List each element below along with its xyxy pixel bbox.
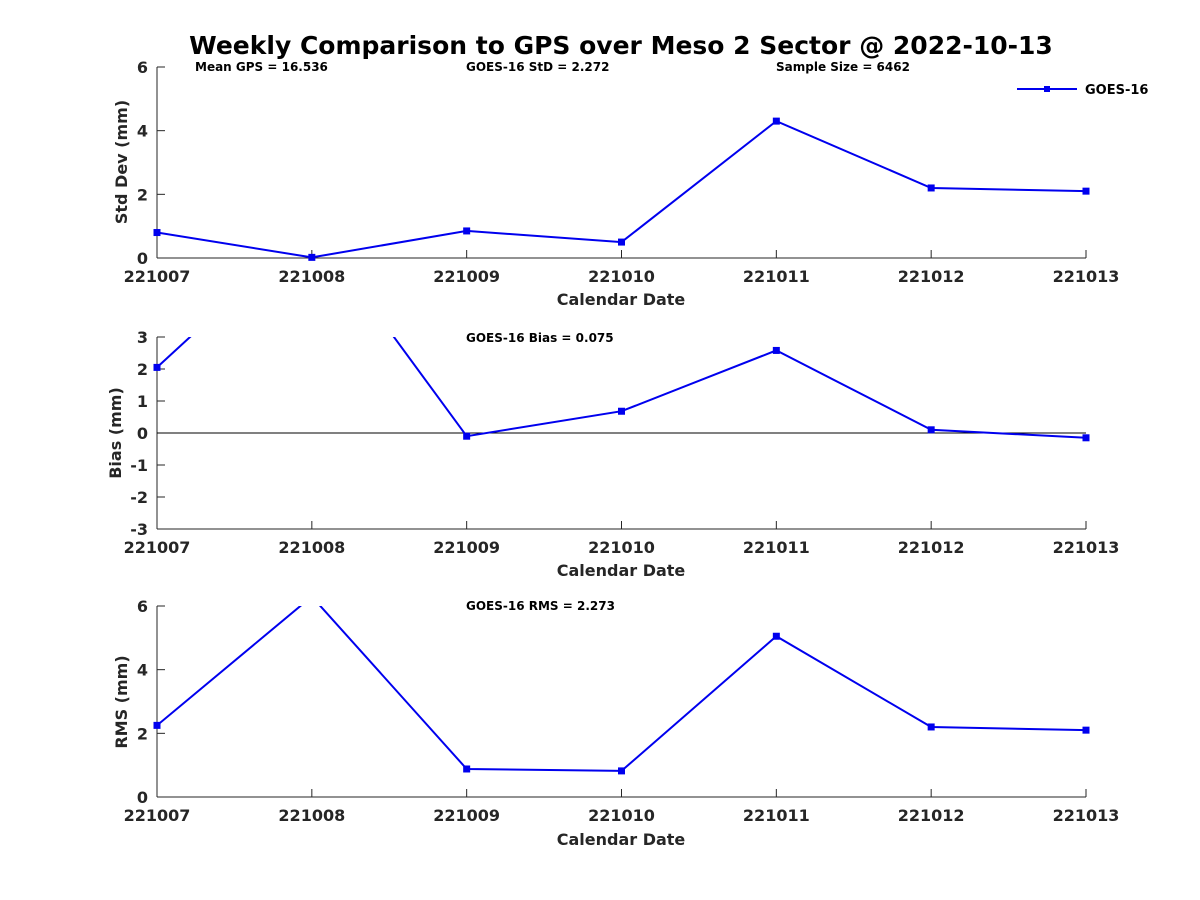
bias-xtick-label: 221008 <box>278 538 345 557</box>
bias-plot: -3 -2 -1 0 1 2 3 221007 221008 221009 221010 221011… <box>124 328 1120 557</box>
rms-panel: GOES-16 RMS = 2.273 Calendar Date RMS (m… <box>112 599 685 849</box>
rms-xlabel: Calendar Date <box>557 830 686 849</box>
bias-ytick-label: -3 <box>130 520 148 539</box>
std-xtick-label: 221011 <box>743 267 810 286</box>
bias-ytick-label: 0 <box>137 424 148 443</box>
rms-annotation: GOES-16 RMS = 2.273 <box>466 599 615 613</box>
bias-data-point <box>772 346 780 354</box>
std-data-point <box>308 253 316 261</box>
rms-ytick-label: 4 <box>137 661 148 680</box>
bias-xtick-label: 221011 <box>743 538 810 557</box>
std-data-point <box>153 229 161 237</box>
rms-data-point <box>772 632 780 640</box>
bias-ytick-label: 3 <box>137 328 148 347</box>
std-xtick-label: 221009 <box>433 267 500 286</box>
std-ytick-label: 2 <box>137 185 148 204</box>
bias-ytick-label: 1 <box>137 392 148 411</box>
bias-xtick-label: 221013 <box>1053 538 1120 557</box>
rms-series-line <box>157 606 1086 772</box>
std-ytick-label: 4 <box>137 122 148 141</box>
rms-xtick-label: 221011 <box>743 806 810 825</box>
std-ylabel: Std Dev (mm) <box>112 100 131 224</box>
std-data-point <box>772 117 780 125</box>
rms-xtick-label: 221007 <box>124 806 191 825</box>
bias-data-point <box>618 407 625 415</box>
std-series-line <box>157 119 1086 258</box>
std-xtick-label: 221008 <box>278 267 345 286</box>
std-data-point <box>1082 187 1090 195</box>
legend-label: GOES-16 <box>1085 83 1148 98</box>
rms-data-point <box>463 765 471 773</box>
rms-xtick-label: 221010 <box>588 806 655 825</box>
bias-ylabel: Bias (mm) <box>106 387 125 479</box>
rms-ytick-label: 6 <box>137 597 148 616</box>
std-annotation-sample-size: Sample Size = 6462 <box>776 60 910 74</box>
rms-ylabel: RMS (mm) <box>112 655 131 748</box>
std-ytick-label: 0 <box>137 249 148 268</box>
rms-xtick-label: 221008 <box>278 806 345 825</box>
bias-ytick-label: -2 <box>130 488 148 507</box>
rms-xtick-label: 221012 <box>898 806 965 825</box>
std-xtick-label: 221013 <box>1053 267 1120 286</box>
bias-data-point <box>927 426 935 434</box>
bias-xtick-label: 221012 <box>898 538 965 557</box>
std-plot: 0 2 4 6 221007 221008 221009 221010 221011 221012… <box>124 58 1120 286</box>
std-data-point <box>927 184 935 192</box>
bias-ytick-label: 2 <box>137 360 148 379</box>
legend-marker <box>1044 86 1050 92</box>
bias-data-point <box>153 363 161 371</box>
std-xlabel: Calendar Date <box>557 290 686 309</box>
std-xtick-label: 221012 <box>898 267 965 286</box>
std-annotation-std: GOES-16 StD = 2.272 <box>466 60 609 74</box>
rms-data-point <box>1082 726 1090 734</box>
std-ytick-label: 6 <box>137 58 148 77</box>
bias-data-point <box>1082 434 1090 442</box>
bias-data-point <box>463 432 471 440</box>
std-annotation-mean-gps: Mean GPS = 16.536 <box>195 60 328 74</box>
bias-xtick-label: 221009 <box>433 538 500 557</box>
bias-xtick-label: 221007 <box>124 538 191 557</box>
std-xtick-label: 221010 <box>588 267 655 286</box>
legend: GOES-16 <box>1017 83 1148 98</box>
bias-annotation: GOES-16 Bias = 0.075 <box>466 331 614 345</box>
std-panel: Mean GPS = 16.536 GOES-16 StD = 2.272 Sa… <box>112 60 1148 309</box>
bias-panel: GOES-16 Bias = 0.075 Calendar Date Bias … <box>106 331 685 580</box>
bias-ytick-label: -1 <box>130 456 148 475</box>
rms-data-point <box>618 767 625 775</box>
std-data-point <box>618 238 625 246</box>
rms-ytick-label: 2 <box>137 724 148 743</box>
rms-data-point <box>153 721 161 729</box>
rms-xtick-label: 221009 <box>433 806 500 825</box>
rms-data-point <box>927 723 935 731</box>
bias-xlabel: Calendar Date <box>557 561 686 580</box>
bias-xtick-label: 221010 <box>588 538 655 557</box>
rms-xtick-label: 221013 <box>1053 806 1120 825</box>
chart-title: Weekly Comparison to GPS over Meso 2 Sec… <box>189 31 1053 60</box>
std-data-point <box>463 227 471 235</box>
rms-ytick-label: 0 <box>137 788 148 807</box>
std-xtick-label: 221007 <box>124 267 191 286</box>
rms-plot: 0 2 4 6 221007 221008 221009 221010 221011 221012… <box>124 597 1120 825</box>
